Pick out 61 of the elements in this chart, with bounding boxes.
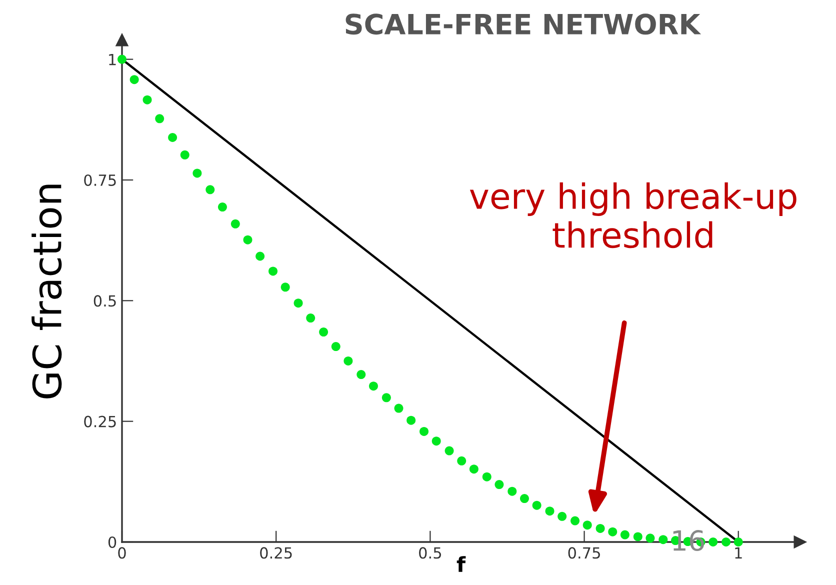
point [570,516,580,526]
point [444,446,454,456]
point [192,168,202,178]
point [180,150,190,160]
point [582,520,592,530]
point [420,426,429,436]
point [344,356,353,366]
x-tick-label: 1 [735,547,742,558]
point [155,114,164,124]
y-tick-label: 1 [109,54,116,66]
point [520,494,529,504]
point [545,506,554,516]
x-tick-label: 0.25 [260,547,292,559]
point [356,370,366,380]
point [294,298,303,308]
point [206,185,215,194]
point [633,532,642,542]
annotation: very high break-up threshold [470,182,796,248]
point [508,486,517,496]
point [482,472,492,482]
point [230,219,240,228]
point [268,266,278,276]
point [432,436,441,446]
point [168,133,178,142]
point [142,95,152,104]
x-tick-label: 0.75 [568,547,600,559]
point [218,202,227,212]
x-tick-label: 0.5 [419,547,441,559]
point [558,512,567,521]
point [319,328,328,337]
y-tick-label: 0.5 [94,295,116,307]
point [306,314,316,323]
point [243,235,252,244]
point [256,252,265,261]
y-tick-label: 0 [108,536,116,548]
point [394,404,404,413]
y-tick-label: 0.25 [84,416,116,428]
point [646,534,655,543]
point [382,393,391,402]
point [368,382,378,391]
point [596,524,605,533]
point [734,538,743,546]
point [130,75,139,84]
point [331,342,340,352]
point [708,538,718,546]
point [118,54,126,64]
point [722,538,731,546]
chart-title: SCALE-FREE NETWORK [346,14,702,35]
x-tick-label: 0 [118,547,126,559]
point [457,456,466,466]
y-axis-title: GC fraction [32,184,62,398]
y-tick-label: 0.75 [84,174,116,186]
point [620,530,630,540]
point [494,480,504,490]
point [608,527,618,536]
point [532,500,542,510]
point [280,282,290,292]
point [406,416,416,425]
x-axis-title: f [456,556,466,572]
point [469,464,478,474]
point [658,535,668,544]
